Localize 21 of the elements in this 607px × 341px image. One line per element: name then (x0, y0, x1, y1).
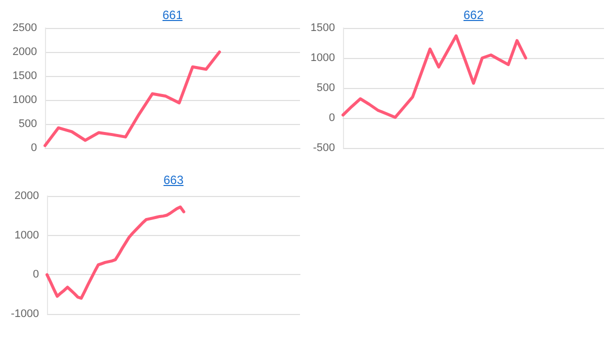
y-tick-label: -500 (312, 142, 335, 154)
chart-title: 662 (462, 8, 485, 22)
y-tick-label: 0 (328, 112, 335, 124)
y-tick-label: 2500 (12, 22, 37, 34)
y-tick-label: -1000 (10, 308, 39, 320)
y-tick-label: 2000 (14, 190, 39, 202)
y-tick-label: 1500 (12, 70, 37, 82)
line-series (342, 34, 528, 119)
y-tick-label: 500 (316, 82, 335, 94)
y-tick-label: 1000 (12, 94, 37, 106)
y-tick-label: 1000 (310, 52, 335, 64)
y-tick-label: 1000 (14, 229, 39, 242)
chart-title: 663 (162, 173, 185, 187)
y-tick-label: 2000 (12, 46, 37, 58)
y-tick-label: 500 (18, 118, 37, 130)
line-series (44, 50, 221, 148)
chart-title: 661 (161, 8, 184, 22)
y-tick-label: 1500 (310, 22, 335, 34)
line-series (46, 206, 186, 300)
y-tick-label: 0 (30, 142, 37, 154)
y-tick-label: 0 (32, 268, 39, 281)
